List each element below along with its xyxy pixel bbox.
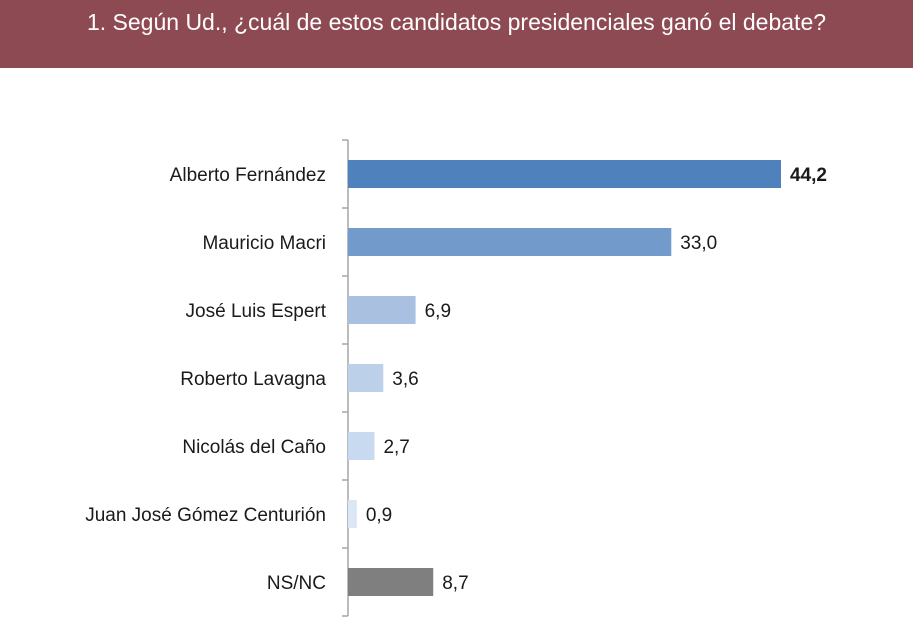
bar [348, 364, 384, 392]
bar [348, 432, 375, 460]
value-label: 3,6 [392, 369, 418, 390]
category-label: Juan José Gómez Centurión [85, 505, 326, 526]
value-label: 8,7 [442, 573, 468, 594]
value-label: 0,9 [366, 505, 392, 526]
value-label: 6,9 [425, 301, 451, 322]
bar [348, 228, 672, 256]
category-label: Nicolás del Caño [182, 437, 326, 458]
title-banner: 1. Según Ud., ¿cuál de estos candidatos … [0, 0, 913, 68]
category-label: Alberto Fernández [170, 165, 326, 186]
category-label: NS/NC [267, 573, 326, 594]
value-label: 33,0 [680, 233, 717, 254]
value-label: 44,2 [790, 165, 827, 186]
chart-title: 1. Según Ud., ¿cuál de estos candidatos … [86, 9, 827, 35]
category-label: José Luis Espert [186, 301, 327, 322]
bar [348, 160, 781, 188]
category-label: Roberto Lavagna [180, 369, 326, 390]
bar [348, 296, 416, 324]
category-label: Mauricio Macri [202, 233, 326, 254]
value-label: 2,7 [383, 437, 409, 458]
bar [348, 568, 434, 596]
bar [348, 500, 357, 528]
